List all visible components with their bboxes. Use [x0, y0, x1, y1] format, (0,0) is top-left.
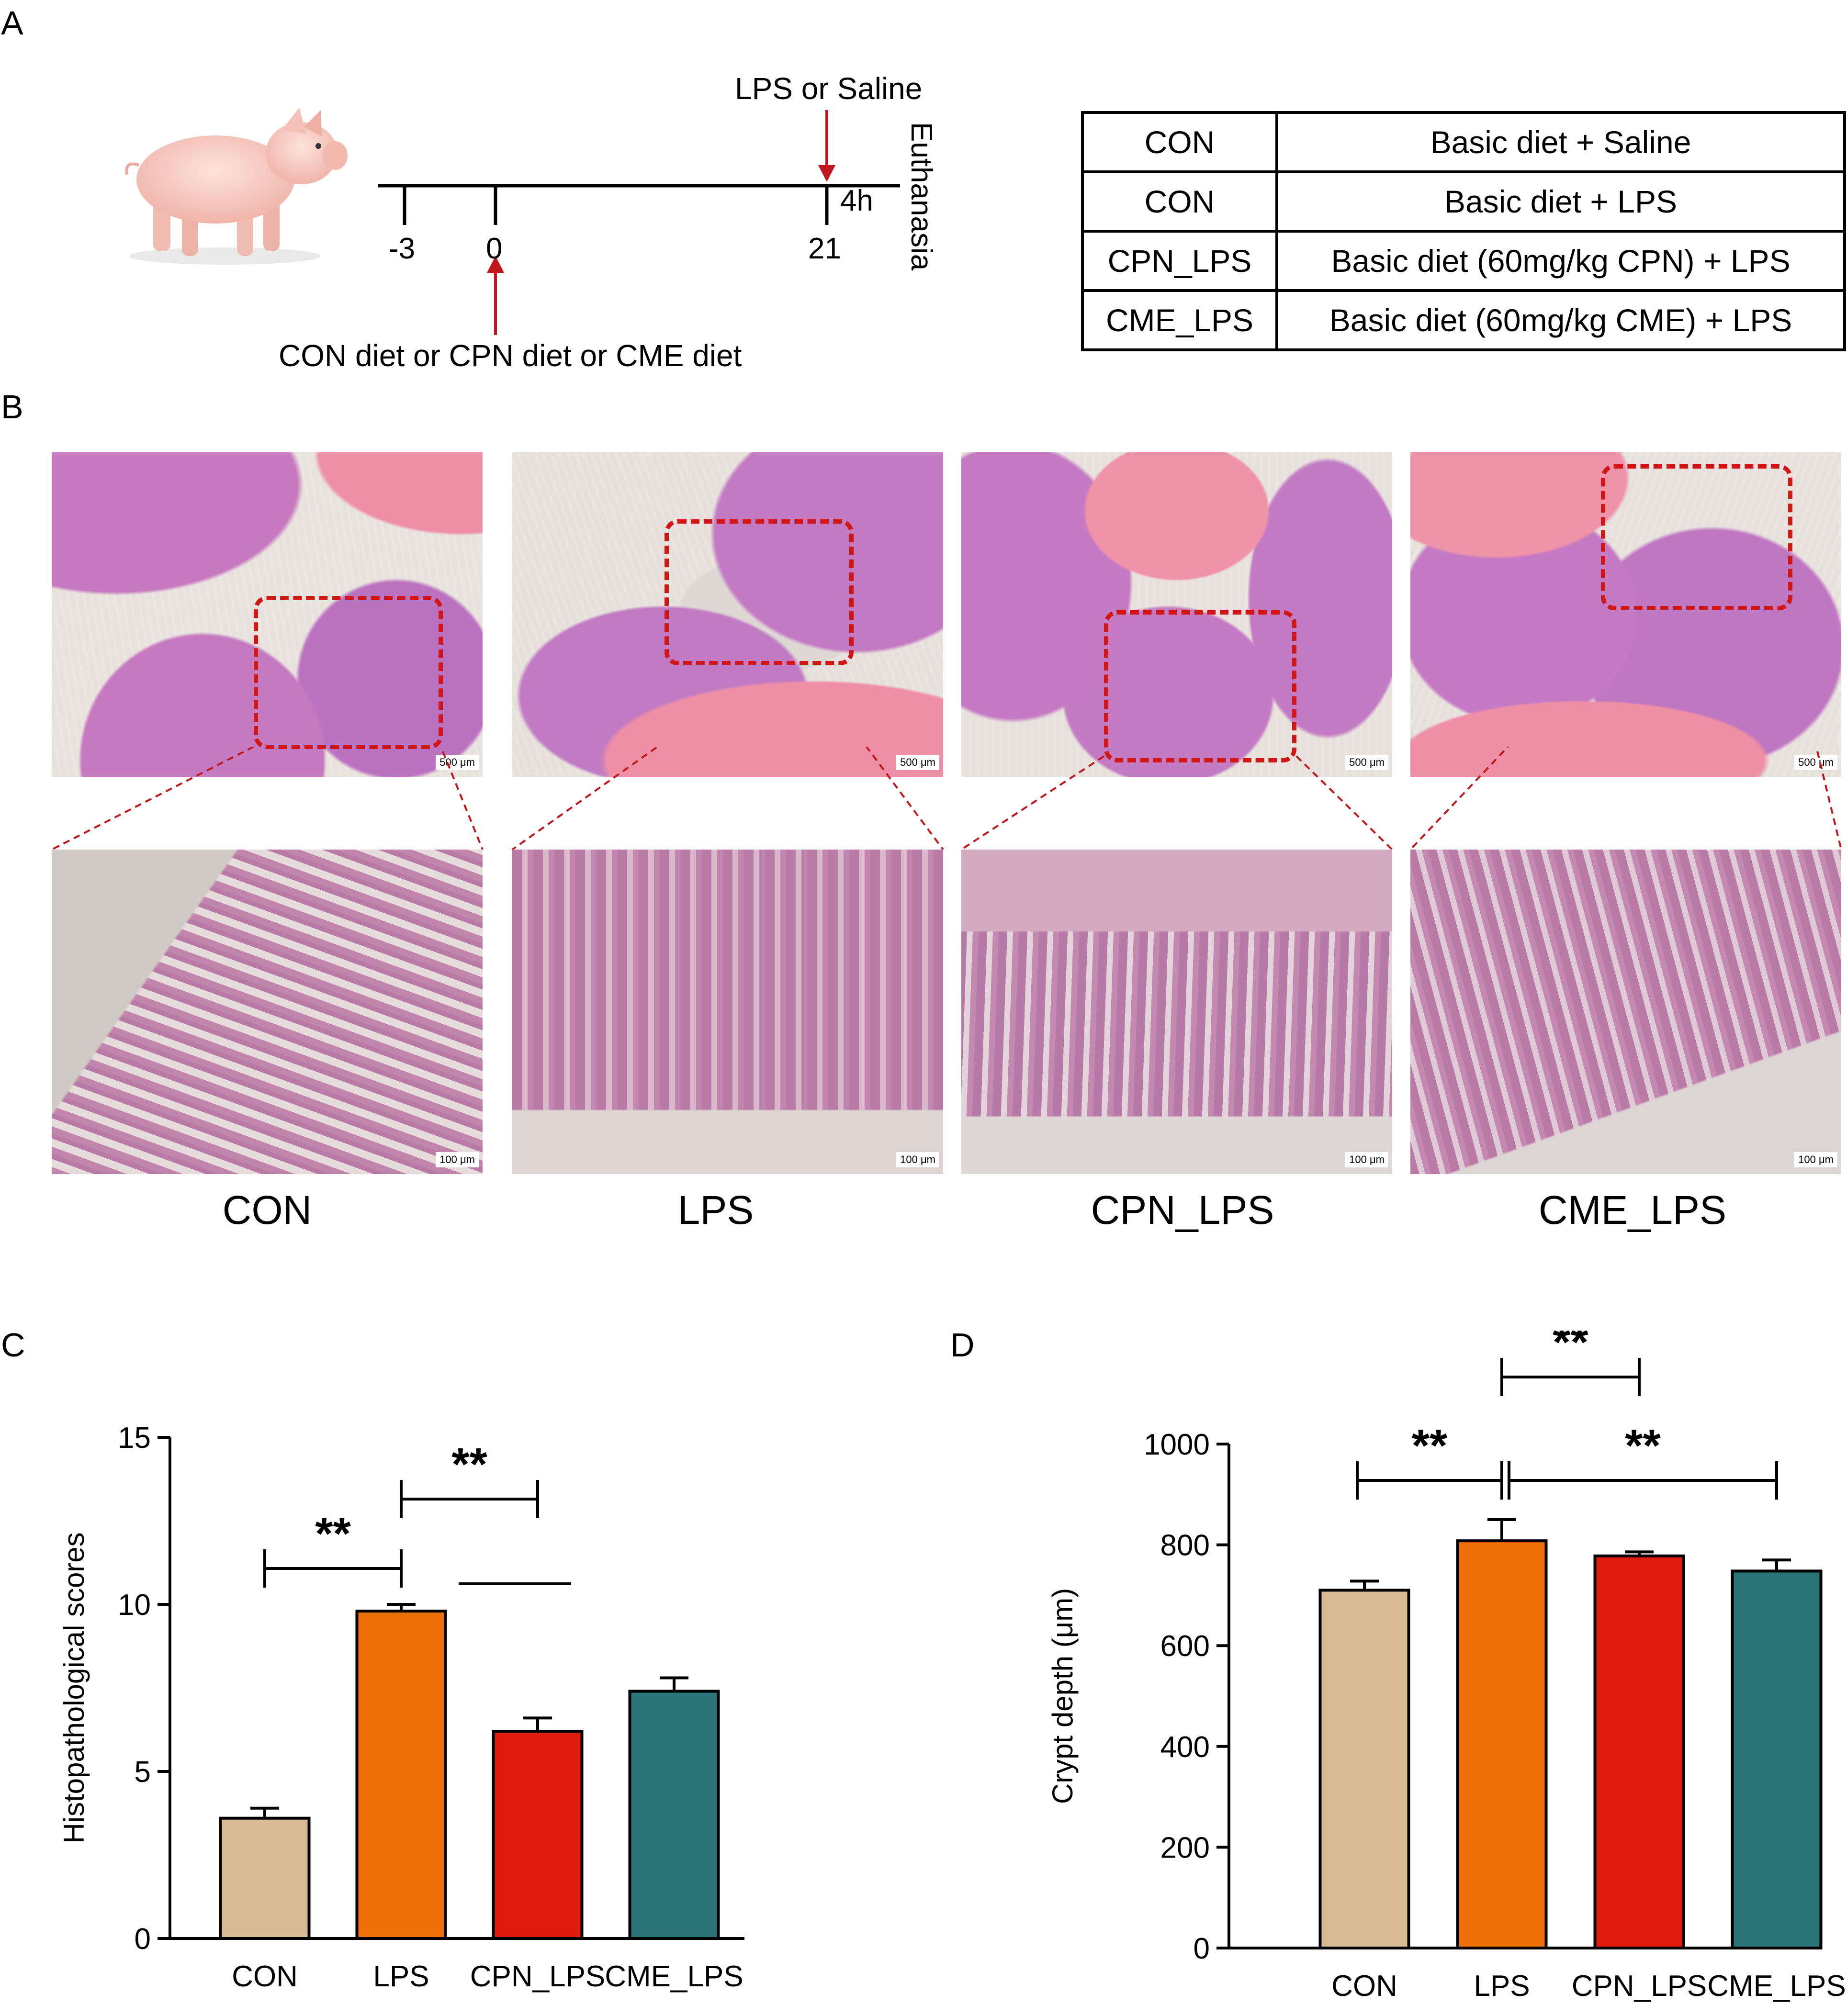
significance-label: ** — [315, 1508, 351, 1559]
y-tick-label: 800 — [1160, 1529, 1210, 1562]
scale-bar-label: 100 μm — [1345, 1152, 1388, 1167]
scale-bar-label: 100 μm — [436, 1152, 479, 1167]
panel-label-b: B — [1, 388, 23, 426]
timeline-interval-label: 4h — [840, 184, 873, 217]
zoom-connectors — [51, 747, 1842, 851]
crypt-depth-bar-chart: 0 200 400 600 800 1000 Crypt depth (μm) CON LPS C… — [1047, 1331, 1846, 2003]
bar-lps — [355, 1609, 447, 1940]
roi-box — [664, 519, 854, 665]
y-tick-label: 0 — [135, 1923, 151, 1956]
histology-group-label: LPS — [677, 1187, 754, 1232]
histology-group-label: CPN_LPS — [1091, 1187, 1274, 1232]
histology-group-label: CON — [222, 1187, 312, 1232]
scale-bar-label: 500 μm — [1794, 755, 1837, 770]
x-tick-label: LPS — [373, 1960, 429, 1993]
histology-cme-lps-high: 100 μm — [1410, 850, 1841, 1174]
table-cell-treatment: Basic diet (60mg/kg CPN) + LPS — [1275, 230, 1846, 292]
timeline-end-label: Euthanasia — [905, 122, 938, 271]
panel-label-d: D — [950, 1326, 975, 1364]
timeline-bottom-label: CON diet or CPN diet or CME diet — [279, 338, 742, 373]
timeline-top-label: LPS or Saline — [735, 71, 923, 106]
bar-cpn-lps — [1593, 1554, 1685, 1949]
table-cell-group: CON — [1081, 170, 1278, 233]
x-tick-label: CON — [232, 1960, 298, 1993]
x-tick-label: CON — [1331, 1970, 1397, 2003]
roi-box — [254, 596, 443, 749]
y-tick-label: 600 — [1160, 1630, 1210, 1663]
scale-bar-label: 500 μm — [436, 755, 479, 770]
histology-cpn-lps-high: 100 μm — [961, 850, 1392, 1174]
y-tick-label: 5 — [135, 1756, 151, 1789]
y-tick-label: 15 — [118, 1422, 151, 1455]
panel-label-a: A — [1, 4, 23, 42]
x-tick-label: CPN_LPS — [1572, 1970, 1707, 2003]
group-table: CON Basic diet + Saline CON Basic diet +… — [1081, 111, 1846, 351]
histology-lps-high: 100 μm — [512, 850, 943, 1174]
roi-box — [1104, 610, 1296, 762]
panel-label-c: C — [1, 1326, 25, 1364]
x-tick-label: CME_LPS — [1707, 1970, 1846, 2003]
bar-lps — [1456, 1539, 1548, 1949]
bar-con — [219, 1816, 311, 1940]
scale-bar-label: 500 μm — [896, 755, 939, 770]
histology-cpn-lps-low: 500 μm — [961, 452, 1392, 777]
histology-con-low: 500 μm — [52, 452, 483, 777]
histology-cme-lps-low: 500 μm — [1410, 452, 1841, 777]
scale-bar-label: 100 μm — [1794, 1152, 1837, 1167]
histopathology-bar-chart: 0 5 10 15 Histopathological scores CON LPS CPN_… — [58, 1422, 744, 1993]
scale-bar-label: 500 μm — [1345, 755, 1388, 770]
timeline-tick-21: 21 — [808, 232, 841, 265]
y-tick-label: 10 — [118, 1589, 151, 1622]
x-tick-label: LPS — [1474, 1970, 1530, 2003]
histology-group-label: CME_LPS — [1538, 1187, 1727, 1232]
timeline-tick-minus3: -3 — [389, 232, 416, 265]
table-row: CME_LPS Basic diet (60mg/kg CME) + LPS — [1081, 289, 1846, 351]
table-cell-group: CME_LPS — [1081, 289, 1278, 351]
experiment-timeline — [378, 110, 900, 335]
table-row: CPN_LPS Basic diet (60mg/kg CPN) + LPS — [1081, 230, 1846, 292]
significance-label: ** — [1412, 1420, 1448, 1471]
y-axis-label: Crypt depth (μm) — [1047, 1588, 1079, 1804]
roi-box — [1601, 464, 1792, 610]
table-row: CON Basic diet + Saline — [1081, 111, 1846, 173]
bar-cme-lps — [628, 1690, 720, 1940]
x-tick-label: CME_LPS — [605, 1960, 743, 1993]
bar-cpn-lps — [492, 1730, 584, 1940]
table-cell-group: CON — [1081, 111, 1278, 173]
y-tick-label: 1000 — [1144, 1428, 1210, 1461]
significance-label: ** — [451, 1439, 487, 1490]
y-tick-label: 400 — [1160, 1731, 1210, 1764]
table-cell-group: CPN_LPS — [1081, 230, 1278, 292]
histology-con-high: 100 μm — [52, 850, 483, 1174]
table-cell-treatment: Basic diet + LPS — [1275, 170, 1846, 233]
x-tick-label: CPN_LPS — [470, 1960, 606, 1993]
scale-bar-label: 100 μm — [896, 1152, 939, 1167]
piglet-illustration — [125, 108, 348, 265]
histology-lps-low: 500 μm — [512, 452, 943, 777]
table-cell-treatment: Basic diet + Saline — [1275, 111, 1846, 173]
y-tick-label: 0 — [1194, 1932, 1210, 1965]
significance-label: ** — [1625, 1420, 1661, 1471]
y-axis-label: Histopathological scores — [58, 1532, 90, 1843]
significance-label: ** — [1553, 1331, 1588, 1368]
timeline-tick-0: 0 — [486, 232, 503, 265]
table-row: CON Basic diet + LPS — [1081, 170, 1846, 233]
table-cell-treatment: Basic diet (60mg/kg CME) + LPS — [1275, 289, 1846, 351]
y-tick-label: 200 — [1160, 1831, 1210, 1864]
bar-con — [1318, 1589, 1410, 1949]
bar-cme-lps — [1731, 1569, 1823, 1949]
